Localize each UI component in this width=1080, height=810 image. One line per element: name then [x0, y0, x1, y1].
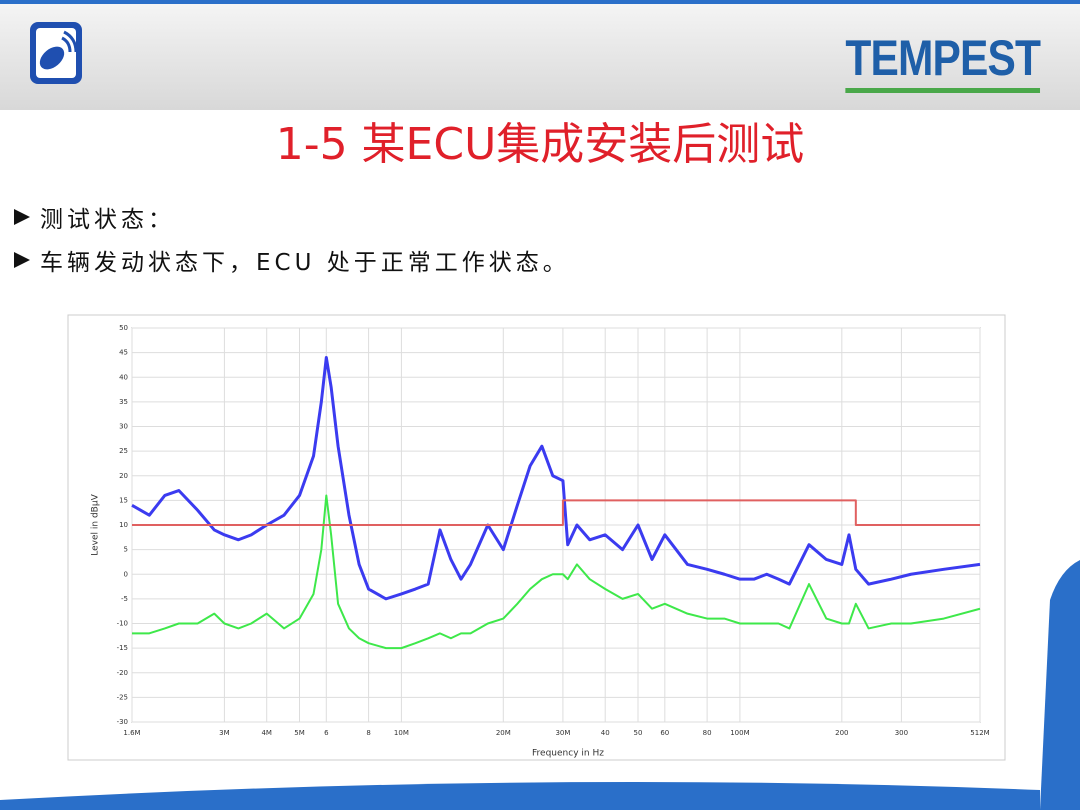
y-tick-label: -10 [117, 620, 128, 628]
bullet-text: 车辆发动状态下，ECU 处于正常工作状态。 [40, 250, 570, 276]
x-tick-label: 512M [970, 729, 989, 737]
y-tick-label: -25 [117, 693, 128, 701]
x-axis-label: Frequency in Hz [532, 749, 604, 759]
y-tick-label: -30 [117, 718, 128, 726]
y-tick-label: 40 [119, 373, 128, 381]
y-tick-label: -5 [121, 595, 128, 603]
y-tick-label: 10 [119, 521, 128, 529]
y-tick-label: 15 [119, 496, 128, 504]
y-tick-label: -20 [117, 669, 128, 677]
x-tick-label: 60 [660, 729, 669, 737]
y-tick-label: 0 [124, 570, 128, 578]
x-tick-label: 50 [634, 729, 643, 737]
y-tick-label: 5 [124, 546, 128, 554]
x-tick-label: 5M [294, 729, 305, 737]
y-tick-label: 45 [119, 349, 128, 357]
x-tick-label: 10M [394, 729, 409, 737]
y-tick-label: 25 [119, 447, 128, 455]
x-tick-label: 20M [496, 729, 511, 737]
y-tick-label: 20 [119, 472, 128, 480]
bullet: 车辆发动状态下，ECU 处于正常工作状态。 [12, 243, 570, 277]
x-tick-label: 1.6M [123, 729, 140, 737]
x-tick-label: 8 [366, 729, 370, 737]
slide-title: 1-5 某ECU集成安装后测试 [275, 119, 805, 170]
bullet: 测试状态： [12, 200, 175, 234]
x-tick-label: 30M [555, 729, 570, 737]
series-line [132, 494, 981, 650]
x-tick-label: 6 [324, 729, 329, 737]
x-tick-label: 3M [219, 729, 230, 737]
y-axis-label: Level in dBµV [91, 493, 101, 555]
series-line [132, 499, 980, 526]
x-tick-label: 100M [730, 729, 749, 737]
x-tick-label: 300 [895, 729, 908, 737]
y-tick-label: 35 [119, 398, 128, 406]
series-line [131, 356, 981, 601]
logo [30, 22, 82, 84]
y-tick-label: 30 [119, 423, 128, 431]
y-tick-label: 50 [119, 324, 128, 332]
x-tick-label: 200 [835, 729, 848, 737]
x-tick-label: 40 [601, 729, 610, 737]
bullet-text: 测试状态： [40, 207, 175, 233]
header: TEMPEST [0, 0, 1080, 110]
x-tick-label: 4M [261, 729, 272, 737]
brand: TEMPEST [845, 28, 1041, 93]
y-tick-label: -15 [117, 644, 128, 652]
x-tick-label: 80 [703, 729, 712, 737]
